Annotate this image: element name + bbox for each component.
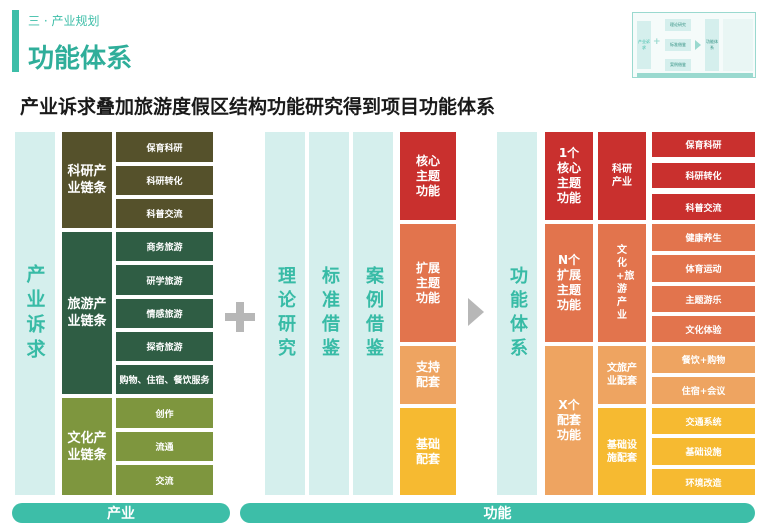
- function-item: 健康养生: [652, 224, 755, 251]
- arrow-right-icon: [468, 298, 484, 326]
- thumbnail-right-panel: [723, 19, 753, 71]
- category-infrastructure: 基础设施配套: [598, 408, 646, 495]
- category-tourism-support: 文旅产业配套: [598, 346, 646, 404]
- chain-item: 探奇旅游: [116, 332, 213, 361]
- thumbnail-bottom-bar: [637, 73, 753, 77]
- case-item-support: 支持配套: [400, 346, 456, 404]
- plus-icon: [225, 302, 255, 332]
- thumbnail-arrow: [695, 40, 701, 50]
- research-column-theory: 理论研究: [265, 132, 305, 495]
- page-title: 功能体系: [28, 44, 133, 74]
- function-item: 体育运动: [652, 255, 755, 282]
- function-item: 餐饮+购物: [652, 346, 755, 373]
- section-label: 三 · 产业规划: [28, 14, 100, 28]
- function-item: 保育科研: [652, 132, 755, 157]
- chain-label-tourism: 旅游产业链条: [62, 232, 112, 394]
- thumbnail-diagram: 产业诉求 + 理论研究 标准借鉴 案例借鉴 功能体系: [632, 12, 756, 78]
- chain-item: 创作: [116, 398, 213, 428]
- category-culture-tourism: 文化+旅游产业: [598, 224, 646, 342]
- chain-item: 研学旅游: [116, 265, 213, 295]
- chain-item: 保育科研: [116, 132, 213, 162]
- function-item: 基础设施: [652, 438, 755, 465]
- thumbnail-item: 案例借鉴: [665, 59, 691, 71]
- function-system-column: 功能体系: [497, 132, 537, 495]
- case-item-basic: 基础配套: [400, 408, 456, 495]
- bottom-bar-industry: 产业: [12, 503, 230, 523]
- thumbnail-plus: +: [653, 37, 661, 47]
- level-extended: N个扩展主题功能: [545, 224, 593, 342]
- subtitle: 产业诉求叠加旅游度假区结构功能研究得到项目功能体系: [20, 96, 496, 118]
- chain-item: 科研转化: [116, 166, 213, 195]
- chain-label-culture: 文化产业链条: [62, 398, 112, 495]
- chain-item: 商务旅游: [116, 232, 213, 261]
- chain-item: 交流: [116, 465, 213, 495]
- header-accent-bar: [12, 10, 19, 72]
- case-item-core: 核心主题功能: [400, 132, 456, 220]
- thumbnail-left-box: 产业诉求: [637, 21, 651, 69]
- thumbnail-result: 功能体系: [705, 19, 719, 71]
- research-column-case: 案例借鉴: [353, 132, 393, 495]
- thumbnail-item: 标准借鉴: [665, 39, 691, 51]
- category-research: 科研产业: [598, 132, 646, 220]
- chain-label-research: 科研产业链条: [62, 132, 112, 228]
- chain-item: 流通: [116, 432, 213, 461]
- research-column-standard: 标准借鉴: [309, 132, 349, 495]
- function-item: 主题游乐: [652, 286, 755, 312]
- level-core: 1个核心主题功能: [545, 132, 593, 220]
- thumbnail-item: 理论研究: [665, 19, 691, 31]
- chain-item: 科普交流: [116, 199, 213, 228]
- bottom-bar-function: 功能: [240, 503, 755, 523]
- industry-demand-column: 产业诉求: [15, 132, 55, 495]
- function-item: 住宿+会议: [652, 377, 755, 404]
- function-item: 科研转化: [652, 163, 755, 188]
- case-item-extended: 扩展主题功能: [400, 224, 456, 342]
- function-item: 交通系统: [652, 408, 755, 434]
- function-item: 环境改造: [652, 469, 755, 495]
- function-item: 文化体验: [652, 316, 755, 342]
- chain-item: 购物、住宿、餐饮服务: [116, 365, 213, 394]
- level-support: X个配套功能: [545, 346, 593, 495]
- chain-item: 情感旅游: [116, 299, 213, 328]
- function-item: 科普交流: [652, 194, 755, 220]
